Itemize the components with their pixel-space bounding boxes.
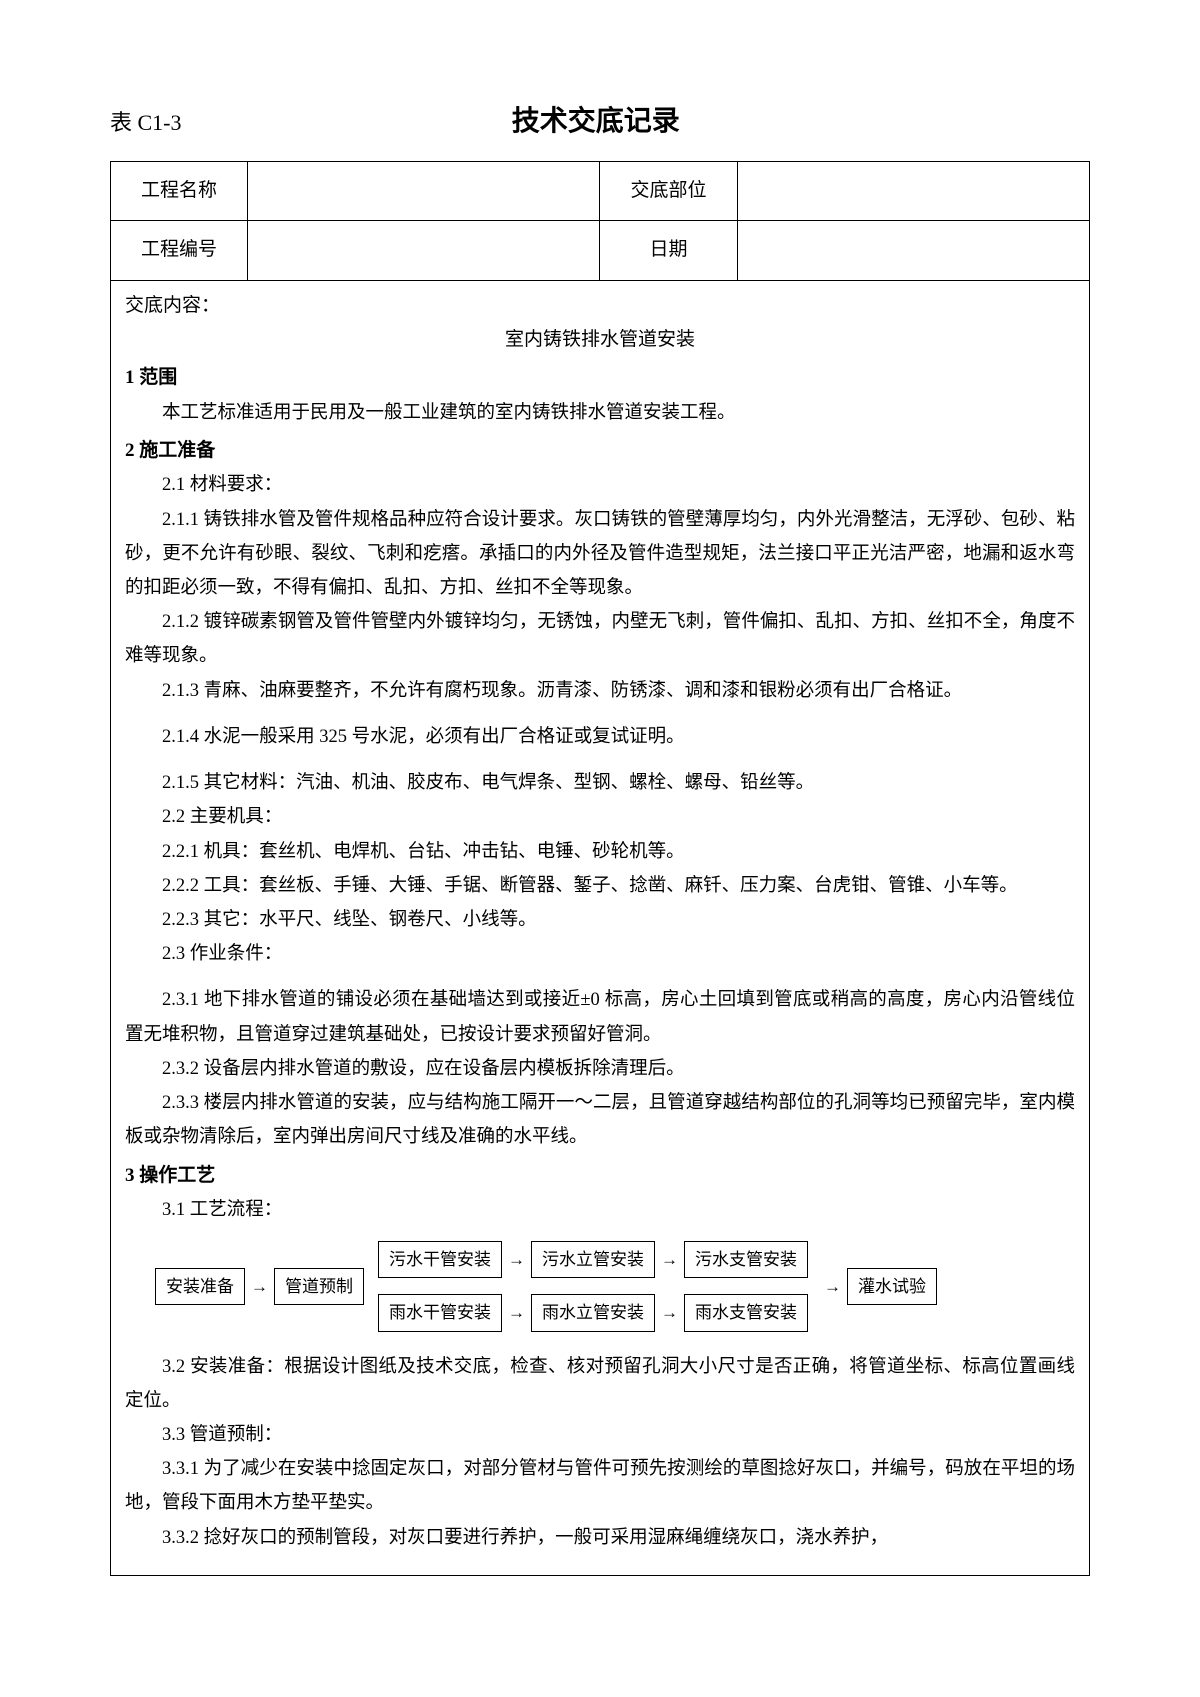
s211: 2.1.1 铸铁排水管及管件规格品种应符合设计要求。灰口铸铁的管壁薄厚均匀，内外…	[125, 503, 1075, 606]
s222: 2.2.2 工具：套丝板、手锤、大锤、手锯、断管器、錾子、捻凿、麻钎、压力案、台…	[125, 869, 1075, 903]
section-1-title: 1 范围	[125, 363, 1075, 393]
flow-box-rain-branch: 雨水支管安装	[684, 1294, 808, 1331]
s232: 2.3.2 设备层内排水管道的敷设，应在设备层内模板拆除清理后。	[125, 1052, 1075, 1086]
s331: 3.3.1 为了减少在安装中捻固定灰口，对部分管材与管件可预先按测绘的草图捻好灰…	[125, 1452, 1075, 1520]
s33: 3.3 管道预制：	[125, 1418, 1075, 1452]
s221: 2.2.1 机具：套丝机、电焊机、台钻、冲击钻、电锤、砂轮机等。	[125, 835, 1075, 869]
page-title: 技术交底记录	[102, 100, 1090, 145]
s231: 2.3.1 地下排水管道的铺设必须在基础墙达到或接近±0 标高，房心土回填到管底…	[125, 983, 1075, 1051]
flow-box-prefab: 管道预制	[274, 1268, 364, 1305]
s22: 2.2 主要机具：	[125, 800, 1075, 834]
flow-box-sewage-branch: 污水支管安装	[684, 1241, 808, 1278]
s215: 2.1.5 其它材料：汽油、机油、胶皮布、电气焊条、型钢、螺栓、螺母、铅丝等。	[125, 766, 1075, 800]
label-location: 交底部位	[600, 161, 737, 220]
flow-box-prepare: 安装准备	[155, 1268, 245, 1305]
content-box: 交底内容： 室内铸铁排水管道安装 1 范围 本工艺标准适用于民用及一般工业建筑的…	[110, 281, 1090, 1576]
value-date	[737, 221, 1089, 280]
label-project-number: 工程编号	[111, 221, 248, 280]
section-2-title: 2 施工准备	[125, 436, 1075, 466]
flow-box-test: 灌水试验	[847, 1268, 937, 1305]
arrow-icon: →	[824, 1273, 841, 1300]
s214: 2.1.4 水泥一般采用 325 号水泥，必须有出厂合格证或复试证明。	[125, 720, 1075, 754]
content-label: 交底内容：	[125, 291, 1075, 321]
s223: 2.2.3 其它：水平尺、线坠、钢卷尺、小线等。	[125, 903, 1075, 937]
value-location	[737, 161, 1089, 220]
s32: 3.2 安装准备：根据设计图纸及技术交底，检查、核对预留孔洞大小尺寸是否正确，将…	[125, 1350, 1075, 1418]
info-table: 工程名称 交底部位 工程编号 日期	[110, 161, 1090, 281]
s213: 2.1.3 青麻、油麻要整齐，不允许有腐朽现象。沥青漆、防锈漆、调和漆和银粉必须…	[125, 674, 1075, 708]
section-3-title: 3 操作工艺	[125, 1161, 1075, 1191]
arrow-icon: →	[251, 1273, 268, 1300]
arrow-icon: →	[508, 1246, 525, 1273]
arrow-icon: →	[508, 1299, 525, 1326]
flow-box-rain-riser: 雨水立管安装	[531, 1294, 655, 1331]
value-project-number	[248, 221, 600, 280]
flow-box-sewage-riser: 污水立管安装	[531, 1241, 655, 1278]
label-project-name: 工程名称	[111, 161, 248, 220]
value-project-name	[248, 161, 600, 220]
label-date: 日期	[600, 221, 737, 280]
section-1-p1: 本工艺标准适用于民用及一般工业建筑的室内铸铁排水管道安装工程。	[125, 396, 1075, 430]
flow-box-rain-main: 雨水干管安装	[378, 1294, 502, 1331]
subtitle: 室内铸铁排水管道安装	[125, 325, 1075, 355]
s212: 2.1.2 镀锌碳素钢管及管件管壁内外镀锌均匀，无锈蚀，内壁无飞刺，管件偏扣、乱…	[125, 605, 1075, 673]
s332: 3.3.2 捻好灰口的预制管段，对灰口要进行养护，一般可采用湿麻绳缠绕灰口，浇水…	[125, 1521, 1075, 1555]
flow-box-sewage-main: 污水干管安装	[378, 1241, 502, 1278]
arrow-icon: →	[661, 1246, 678, 1273]
s31: 3.1 工艺流程：	[125, 1193, 1075, 1227]
s23: 2.3 作业条件：	[125, 937, 1075, 971]
s21: 2.1 材料要求：	[125, 468, 1075, 502]
flow-diagram: 安装准备 → 管道预制 污水干管安装 → 污水立管安装 → 污水支管安装 雨水干…	[125, 1241, 1075, 1331]
arrow-icon: →	[661, 1299, 678, 1326]
s233: 2.3.3 楼层内排水管道的安装，应与结构施工隔开一～二层，且管道穿越结构部位的…	[125, 1086, 1075, 1154]
